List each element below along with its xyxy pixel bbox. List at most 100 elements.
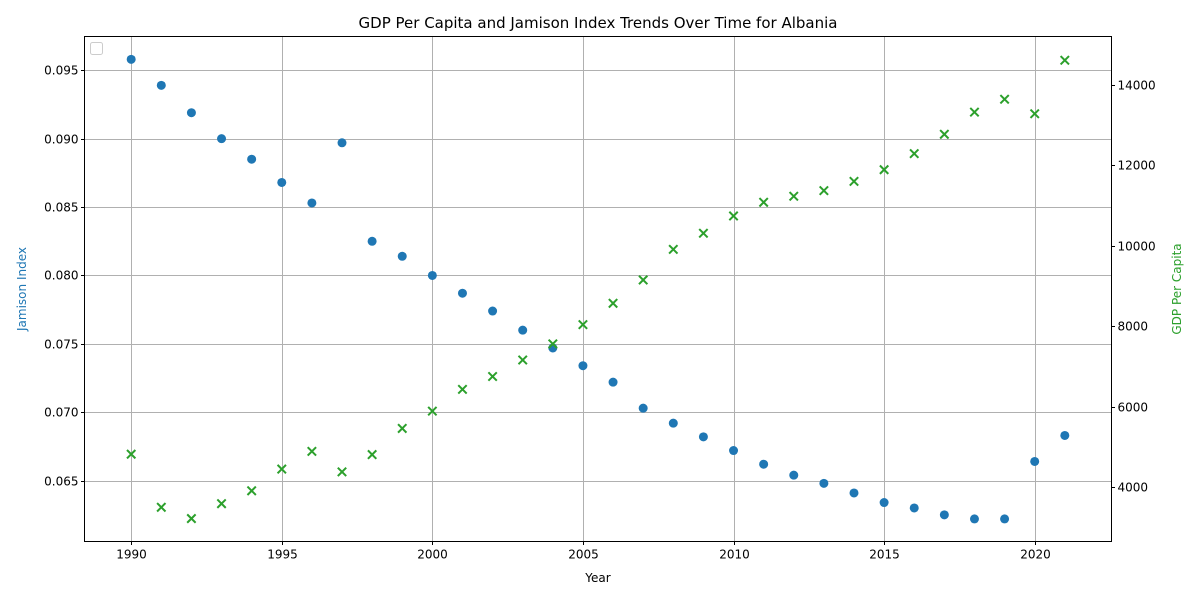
x-axis-label: Year <box>584 571 610 585</box>
gdp-marker-stroke <box>788 191 799 202</box>
x-tick-label: 1990 <box>116 548 147 562</box>
x-tick-label: 2015 <box>869 548 900 562</box>
gdp-marker-stroke <box>517 355 528 365</box>
x-tick-label: 1995 <box>267 548 298 562</box>
gdp-marker-stroke <box>246 485 257 496</box>
gdp-marker-stroke <box>578 319 588 330</box>
gdp-marker-stroke <box>367 449 378 460</box>
jamison-index-point <box>668 418 678 428</box>
y-right-tick-label: 6000 <box>1118 401 1149 415</box>
gdp-per-capita-point <box>939 129 950 140</box>
gdp-per-capita-point <box>818 185 829 196</box>
y-left-tick-label: 0.070 <box>44 406 78 420</box>
gdp-marker-stroke <box>849 176 859 187</box>
jamison-index-point <box>488 306 498 316</box>
gdp-marker-stroke <box>457 384 468 395</box>
gdp-per-capita-point <box>758 197 769 208</box>
jamison-index-point <box>126 54 136 64</box>
gdp-marker-stroke <box>728 211 739 221</box>
gdp-per-capita-point <box>879 164 890 175</box>
jamison-index-point <box>397 251 407 261</box>
jamison-index-point <box>337 138 347 148</box>
gdp-marker-stroke <box>1059 55 1070 66</box>
jamison-index-point <box>156 80 166 90</box>
gdp-marker-stroke <box>337 466 347 477</box>
chart-title: GDP Per Capita and Jamison Index Trends … <box>359 14 838 32</box>
gdp-per-capita-point <box>608 298 618 309</box>
gdp-marker-stroke <box>397 423 408 434</box>
gdp-per-capita-point <box>367 449 378 460</box>
gdp-marker-stroke <box>879 164 890 175</box>
legend-box[interactable] <box>90 42 103 55</box>
jamison-index-point <box>186 108 196 118</box>
jamison-index-point <box>909 503 919 513</box>
y-left-tick-label: 0.085 <box>44 201 78 215</box>
y-left-tick-label: 0.080 <box>44 269 78 283</box>
gdp-marker-stroke <box>698 228 709 239</box>
gdp-marker-stroke <box>487 371 498 382</box>
gdp-marker-stroke <box>999 94 1010 105</box>
gdp-marker-stroke <box>276 464 287 474</box>
gdp-per-capita-point <box>698 228 709 239</box>
gdp-per-capita-point <box>668 244 679 255</box>
x-tick-label: 2005 <box>568 548 599 562</box>
gdp-per-capita-point <box>849 176 859 187</box>
y-axis-left-label: Jamison Index <box>15 247 29 332</box>
jamison-index-point <box>849 488 859 498</box>
jamison-index-point <box>759 459 769 469</box>
y-right-tick-label: 14000 <box>1118 79 1156 93</box>
gdp-per-capita-point <box>909 148 920 159</box>
y-axis-right-label: GDP Per Capita <box>1170 243 1184 334</box>
gdp-per-capita-point <box>216 498 227 509</box>
y-left-tick-label: 0.075 <box>44 338 78 352</box>
gdp-per-capita-point <box>126 449 137 460</box>
y-left-tick-label: 0.065 <box>44 475 78 489</box>
y-left-tick-label: 0.095 <box>44 64 78 78</box>
gdp-per-capita-point <box>156 502 167 513</box>
gdp-marker-stroke <box>156 502 167 513</box>
jamison-index-point <box>427 270 437 280</box>
y-right-tick-label: 12000 <box>1118 159 1156 173</box>
gdp-per-capita-point <box>999 94 1010 105</box>
gdp-marker-stroke <box>427 406 438 417</box>
x-tick-label: 2010 <box>719 548 750 562</box>
x-tick-label: 2000 <box>417 548 448 562</box>
jamison-index-point <box>1000 514 1010 524</box>
jamison-index-point <box>879 498 889 508</box>
gdp-per-capita-point <box>638 275 649 285</box>
gdp-per-capita-point <box>186 513 197 524</box>
gdp-per-capita-point <box>276 464 287 474</box>
gdp-marker-stroke <box>306 446 317 457</box>
x-tick-label: 2020 <box>1020 548 1051 562</box>
gdp-per-capita-point <box>788 191 799 202</box>
jamison-index-point <box>367 236 377 246</box>
gdp-marker-stroke <box>909 148 920 159</box>
gdp-marker-stroke <box>608 298 618 309</box>
gdp-marker-stroke <box>186 513 197 524</box>
jamison-index-point <box>217 134 227 144</box>
jamison-index-point <box>277 177 287 187</box>
data-marks <box>126 54 1070 524</box>
gdp-marker-stroke <box>547 339 558 349</box>
y-right-tick-label: 4000 <box>1118 481 1149 495</box>
jamison-index-point <box>819 478 829 488</box>
y-left-tick-label: 0.090 <box>44 133 78 147</box>
gdp-marker-stroke <box>939 129 950 140</box>
gdp-marker-stroke <box>758 197 769 208</box>
gdp-marker-stroke <box>126 449 137 460</box>
jamison-index-point <box>1030 456 1040 466</box>
jamison-index-point <box>638 403 648 413</box>
jamison-index-point <box>578 361 588 371</box>
gdp-marker-stroke <box>969 107 980 118</box>
gdp-per-capita-point <box>969 107 980 118</box>
gdp-per-capita-point <box>547 339 558 349</box>
jamison-index-point <box>969 514 979 524</box>
jamison-index-point <box>307 198 317 208</box>
jamison-index-point <box>939 510 949 520</box>
gdp-per-capita-point <box>246 485 257 496</box>
jamison-index-point <box>247 154 257 164</box>
gdp-per-capita-point <box>578 319 588 330</box>
jamison-index-point <box>729 446 739 456</box>
jamison-index-point <box>1060 430 1070 440</box>
